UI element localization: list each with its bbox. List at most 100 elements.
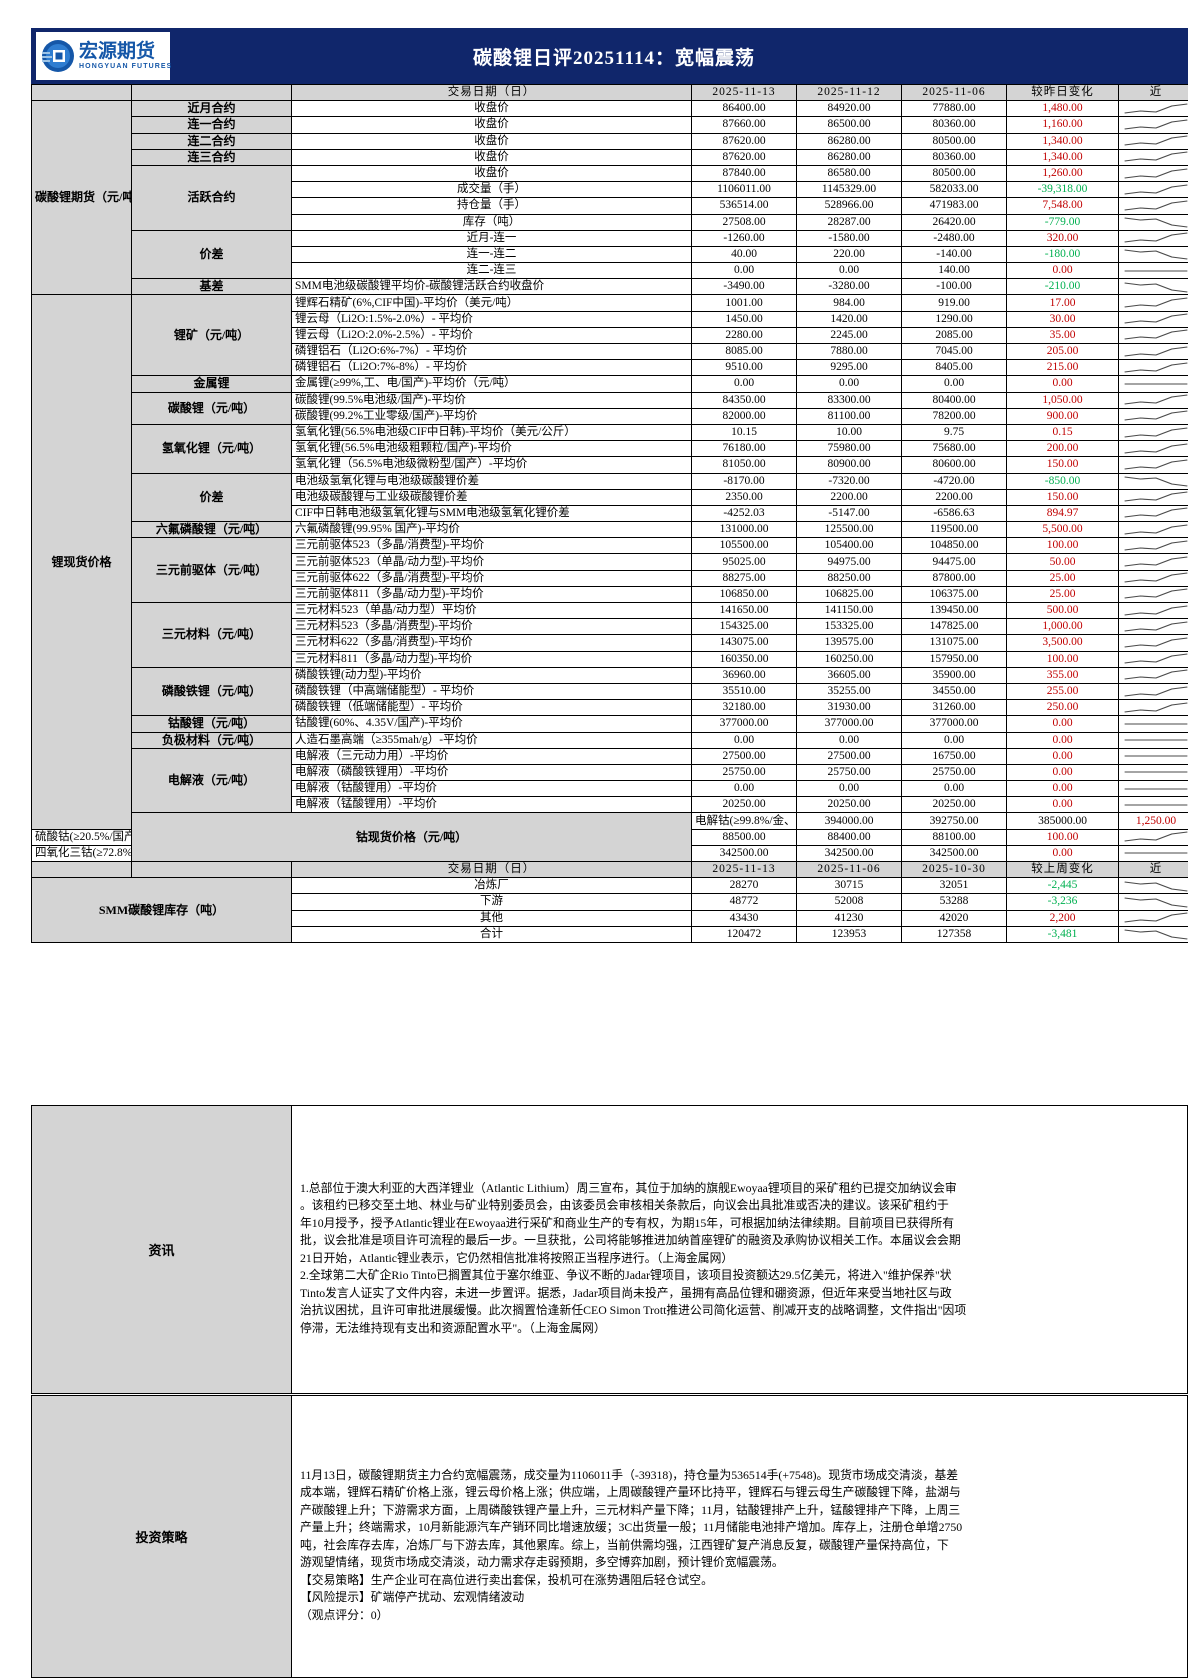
row-value-0: 87620.00	[691, 132, 797, 150]
row-value-2: 80600.00	[901, 456, 1007, 474]
row-value-2: 377000.00	[901, 715, 1007, 733]
row-value-2: 88100.00	[901, 828, 1007, 846]
row-item-label: 收盘价	[291, 116, 692, 134]
row-value-0: 1450.00	[691, 310, 797, 328]
row-value-1: 10.00	[796, 423, 902, 442]
row-change: 250.00	[1006, 699, 1119, 717]
row-value-0: 8085.00	[691, 342, 797, 361]
row-value-1: 0.00	[796, 780, 902, 798]
row-item-label: 人造石墨高端（≥355mah/g）-平均价	[291, 731, 692, 749]
row-value-0: 32180.00	[691, 699, 797, 717]
news-section: 资讯 1.总部位于澳大利亚的大西洋锂业（Atlantic Lithium）周三宣布…	[31, 1105, 1188, 1394]
row-value-1: 7880.00	[796, 342, 902, 361]
subgroup-label: 碳酸锂（元/吨）	[131, 391, 292, 425]
hongyuan-circle-logo-icon	[40, 38, 76, 74]
row-change: 150.00	[1006, 456, 1119, 474]
row-value-1: 220.00	[796, 245, 902, 264]
row-value-1: 88250.00	[796, 569, 902, 587]
row-item-label: 磷酸铁锂(动力型)-平均价	[291, 666, 692, 684]
row-value-2: 471983.00	[901, 197, 1007, 215]
inv-header-spacer	[31, 860, 132, 879]
row-change: 100.00	[1006, 537, 1119, 555]
inventory-value-2: 53288	[901, 893, 1007, 911]
row-trend-sparkline	[1118, 569, 1188, 587]
inv-header-date-1: 2025-11-06	[796, 860, 902, 879]
row-trend-sparkline	[1118, 245, 1188, 264]
row-item-label: 氢氧化锂（56.5%电池级微粉型/国产）-平均价	[291, 456, 692, 474]
row-value-2: 342500.00	[901, 844, 1007, 863]
table-row: 三元前驱体（元/吨） 三元前驱体523（多晶/消费型)-平均价 105500.00 1…	[32, 537, 1188, 603]
subgroup-label: 基差	[131, 278, 292, 296]
row-change: 100.00	[1006, 650, 1119, 668]
row-value-2: -6586.63	[901, 504, 1007, 523]
table-row: 碳酸锂（元/吨） 碳酸锂(99.5%电池级/国产)-平均价 84350.00 8330…	[32, 391, 1188, 425]
strategy-section: 投资策略 11月13日，碳酸锂期货主力合约宽幅震荡，成交量为1106011手（-3…	[31, 1395, 1188, 1678]
row-value-0: 84350.00	[691, 391, 797, 409]
row-value-1: 984.00	[796, 294, 902, 312]
row-change: 150.00	[1006, 488, 1119, 506]
subgroup-label: 价差	[131, 472, 292, 523]
table-header-row: 交易日期（日） 2025-11-13 2025-11-12 2025-11-06 较昨日…	[31, 83, 1188, 102]
row-change: -850.00	[1006, 472, 1119, 490]
table-row: 磷酸铁锂（元/吨） 磷酸铁锂(动力型)-平均价 36960.00 36605.00 35…	[32, 666, 1188, 717]
row-value-1: 106825.00	[796, 585, 902, 604]
row-change: 1,340.00	[1006, 148, 1119, 166]
row-item-label: 磷锂铝石（Li2O:7%-8%）- 平均价	[291, 359, 692, 377]
row-value-1: 25750.00	[796, 763, 902, 782]
row-value-0: 86400.00	[691, 100, 797, 118]
inventory-trend-sparkline	[1118, 893, 1188, 911]
row-change: -180.00	[1006, 245, 1119, 264]
row-value-2: 385000.00	[1006, 812, 1119, 830]
row-value-1: 1420.00	[796, 310, 902, 328]
inventory-item-label: 冶炼厂	[291, 877, 692, 895]
row-trend-sparkline	[1118, 828, 1188, 846]
row-value-0: -4252.03	[691, 504, 797, 523]
row-change: 355.00	[1006, 666, 1119, 684]
paragraph: 产量上升；终端需求，10月新能源汽车产销环同比增速放缓；3C出货量一般；11月储…	[300, 1520, 963, 1535]
table-row: 钴现货价格（元/吨）电解钴(≥99.8%/金、赞)-平均价394000.0039…	[32, 812, 1188, 862]
row-trend-sparkline	[1118, 310, 1188, 328]
row-value-2: 26420.00	[901, 213, 1007, 231]
table-row: 磷锂铝石（Li2O:6%-7%）- 平均价 8085.00 7880.00 7045.…	[32, 342, 1188, 361]
row-value-0: 88500.00	[691, 828, 797, 846]
row-change: 17.00	[1006, 294, 1119, 312]
row-item-label: 三元前驱体622（多晶/消费型)-平均价	[291, 569, 692, 587]
news-label: 资讯	[31, 1105, 292, 1394]
row-trend-sparkline	[1118, 553, 1188, 571]
table-row: 氢氧化锂（元/吨） 氢氧化锂(56.5%电池级CIF中日韩)-平均价（美元/公斤）…	[32, 423, 1188, 474]
row-value-2: 104850.00	[901, 537, 1007, 555]
row-value-0: 106850.00	[691, 585, 797, 604]
row-value-1: 88400.00	[796, 828, 902, 846]
table-row: 持仓量（手） 536514.00 528966.00 471983.00 7,548.0…	[32, 197, 1188, 215]
inventory-value-1: 30715	[796, 877, 902, 895]
paragraph: 。该租约已移交至土地、林业与矿业特别委员会，由该委员会审核相关条款后，向议会出具…	[300, 1198, 949, 1213]
row-value-2: -140.00	[901, 245, 1007, 264]
table-row: CIF中日韩电池级氢氧化锂与SMM电池级氢氧化锂价差 -4252.03 -5147.…	[32, 504, 1188, 523]
inventory-value-1: 41230	[796, 909, 902, 927]
page-title: 碳酸锂日评20251114：宽幅震荡	[473, 47, 755, 69]
row-value-0: 10.15	[691, 423, 797, 442]
row-value-0: 95025.00	[691, 553, 797, 571]
row-value-1: 125500.00	[796, 521, 902, 539]
row-value-0: 35510.00	[691, 682, 797, 701]
row-trend-sparkline	[1118, 197, 1188, 215]
inventory-value-2: 42020	[901, 909, 1007, 927]
inventory-value-2: 127358	[901, 925, 1007, 943]
paragraph: 治抗议困扰，且许可审批进展缓慢。此次搁置恰逢新任CEO Simon Trott推…	[300, 1303, 967, 1318]
header-date-label: 交易日期（日）	[291, 83, 692, 102]
header-trend-label: 近	[1118, 83, 1188, 102]
subgroup-label: 连一合约	[131, 116, 292, 134]
row-value-0: 81050.00	[691, 456, 797, 474]
inventory-change: -3,481	[1006, 925, 1119, 943]
row-item-label: 收盘价	[291, 148, 692, 166]
row-item-label: 电解液（钴酸锂用）-平均价	[291, 780, 692, 798]
row-trend-sparkline	[1118, 116, 1188, 134]
row-trend-sparkline	[1118, 747, 1188, 765]
row-value-2: 0.00	[901, 731, 1007, 749]
row-trend-sparkline	[1118, 342, 1188, 361]
paragraph: 停滞，无法维持现有支出和资源配置水平"。（上海金属网）	[300, 1320, 606, 1335]
row-value-0: 87840.00	[691, 164, 797, 183]
row-trend-sparkline	[1118, 440, 1188, 458]
row-value-2: 20250.00	[901, 796, 1007, 814]
row-value-2: 919.00	[901, 294, 1007, 312]
